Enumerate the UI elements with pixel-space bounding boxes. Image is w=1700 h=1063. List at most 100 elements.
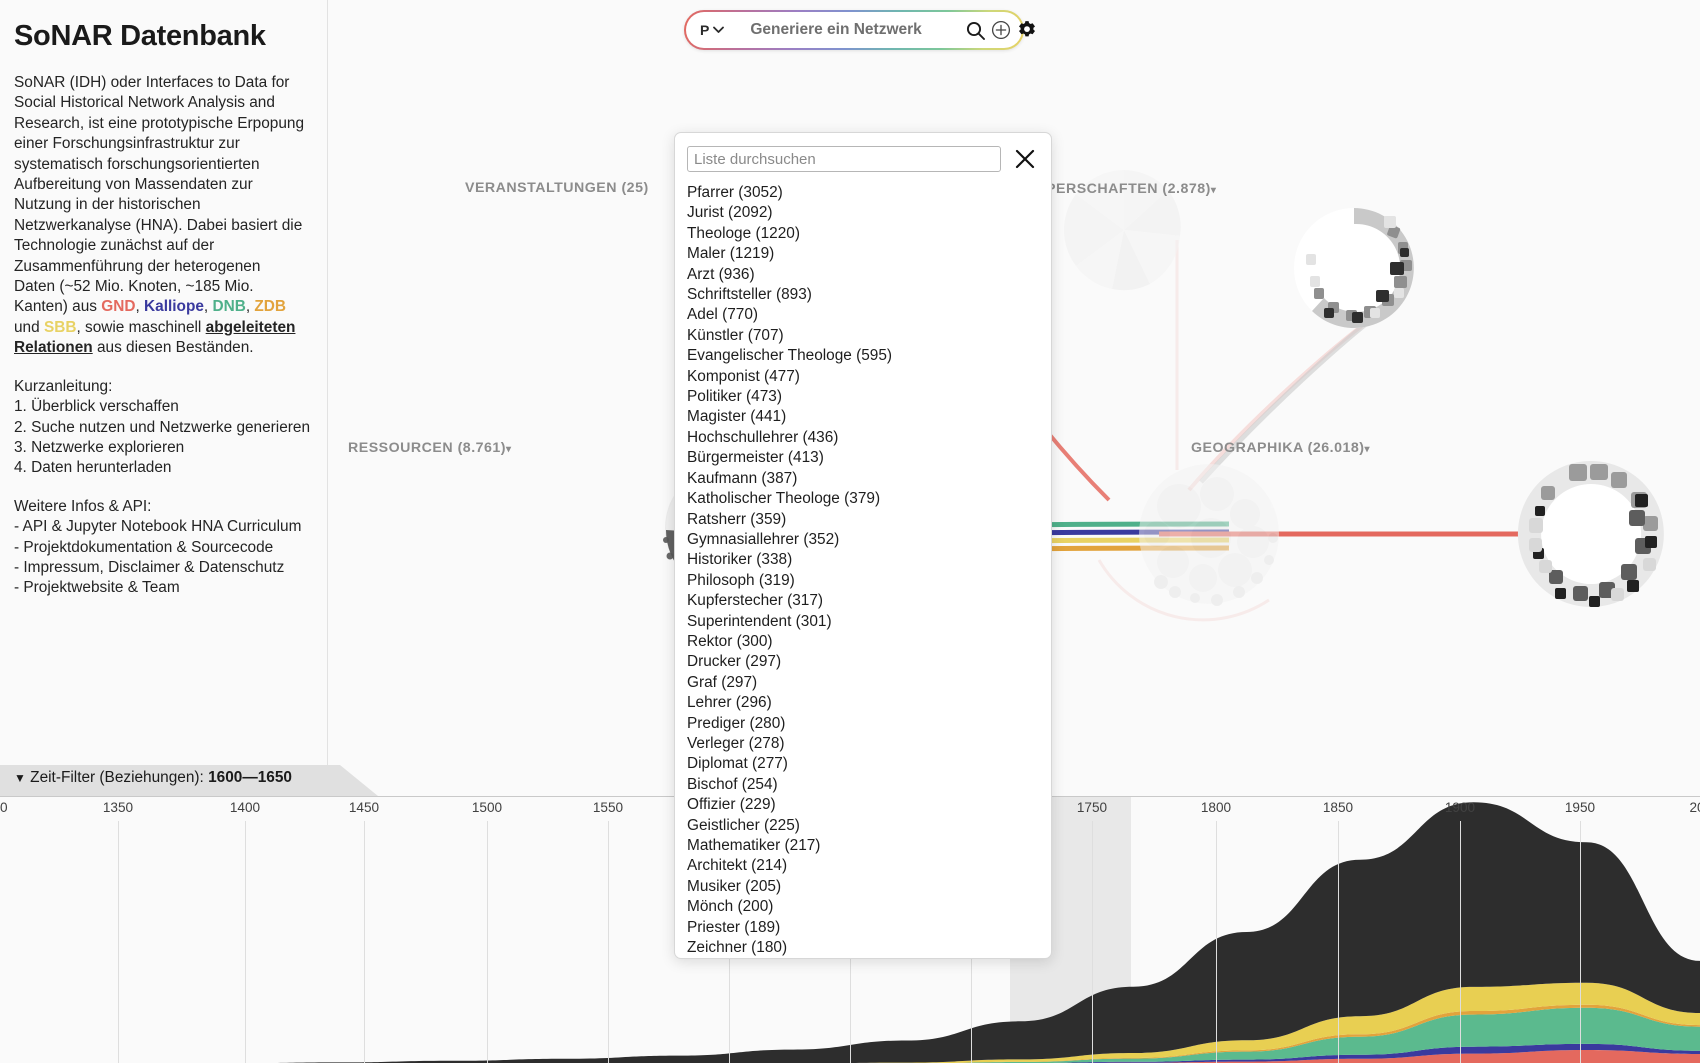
axis-tick-label: 20: [1689, 800, 1700, 815]
list-item[interactable]: Ratsherr (359): [687, 510, 787, 528]
time-filter-banner: [0, 765, 378, 796]
add-circle-icon[interactable]: [991, 18, 1011, 42]
caret-down-icon[interactable]: ▼: [14, 771, 26, 785]
sep-4: und: [14, 318, 44, 336]
list-item[interactable]: Bischof (254): [687, 775, 778, 793]
list-item[interactable]: Prediger (280): [687, 714, 786, 732]
axis-gridline: [1338, 821, 1339, 1063]
list-item[interactable]: Verleger (278): [687, 734, 785, 752]
list-item[interactable]: Rektor (300): [687, 632, 773, 650]
cluster-count: (26.018): [1307, 440, 1365, 456]
list-item[interactable]: Pfarrer (3052): [687, 184, 783, 201]
link-kalliope[interactable]: Kalliope: [144, 298, 204, 316]
list-item[interactable]: Kupferstecher (317): [687, 592, 824, 610]
cluster-name: GEOGRAPHIKA: [1191, 440, 1304, 456]
list-item[interactable]: Kaufmann (387): [687, 469, 798, 487]
list-item[interactable]: Historiker (338): [687, 551, 793, 569]
list-item[interactable]: Maler (1219): [687, 245, 775, 263]
axis-gridline: [487, 821, 488, 1063]
list-item[interactable]: Philosoph (319): [687, 571, 795, 589]
chevron-down-icon[interactable]: ▾: [1210, 185, 1217, 196]
intro-paragraph: SoNAR (IDH) oder Interfaces to Data for …: [14, 73, 305, 359]
list-item[interactable]: Drucker (297): [687, 653, 782, 671]
cluster-label-geographika[interactable]: GEOGRAPHIKA (26.018)▾: [1191, 440, 1370, 456]
link-zdb[interactable]: ZDB: [254, 298, 287, 316]
axis-gridline: [1216, 821, 1217, 1063]
list-item[interactable]: Graf (297): [687, 673, 758, 691]
list-item[interactable]: Bürgermeister (413): [687, 449, 824, 467]
list-item[interactable]: Geistlicher (225): [687, 816, 800, 834]
list-item[interactable]: Offizier (229): [687, 796, 776, 814]
entity-type-select[interactable]: P: [700, 22, 730, 38]
search-icon[interactable]: [966, 18, 986, 42]
list-item[interactable]: Zeichner (180): [687, 939, 788, 957]
list-item[interactable]: Katholischer Theologe (379): [687, 490, 881, 508]
axis-gridline: [118, 821, 119, 1063]
node-koerperschaften[interactable]: [1294, 208, 1414, 328]
link-abgeleitete-relationen[interactable]: abgeleiteten Relationen: [14, 318, 296, 357]
list-item[interactable]: Mathematiker (217): [687, 837, 821, 854]
list-item[interactable]: Komponist (477): [687, 367, 800, 385]
sep-2: ,: [203, 298, 213, 316]
search-input[interactable]: [748, 20, 961, 40]
axis-tick-label: 1950: [1564, 800, 1596, 815]
popup-search-input[interactable]: [687, 146, 1001, 172]
axis-gridline: [364, 821, 365, 1063]
axis-tick-label: 1750: [1076, 800, 1108, 815]
info-link-impressum[interactable]: - Impressum, Disclaimer & Datenschutz: [14, 558, 285, 576]
facet-list-popup[interactable]: Pfarrer (3052) Jurist (2092) Theologe (122…: [674, 132, 1052, 959]
gear-icon[interactable]: [1017, 18, 1037, 42]
popup-item-list[interactable]: Pfarrer (3052) Jurist (2092) Theologe (122…: [675, 179, 1051, 958]
list-item[interactable]: Musiker (205): [687, 877, 782, 895]
close-icon[interactable]: [1009, 143, 1041, 175]
time-filter-label[interactable]: ▼ Zeit-Filter (Beziehungen): 1600—1650: [14, 769, 292, 787]
list-item[interactable]: Jurist (2092): [687, 204, 773, 222]
chevron-down-icon[interactable]: ▾: [1364, 444, 1371, 455]
cluster-name: VERANSTALTUNGEN: [465, 180, 617, 196]
quick-guide-item-1: 1. Überblick verschaffen: [14, 398, 179, 416]
list-item[interactable]: Gymnasiallehrer (352): [687, 530, 840, 548]
link-gnd[interactable]: GND: [101, 298, 136, 316]
list-item[interactable]: Magister (441): [687, 408, 787, 426]
list-item[interactable]: Architekt (214): [687, 857, 788, 875]
link-sbb[interactable]: SBB: [43, 318, 77, 336]
axis-gridline: [1092, 821, 1093, 1063]
list-item[interactable]: Arzt (936): [687, 265, 755, 283]
list-item[interactable]: Theologe (1220): [687, 224, 800, 242]
list-item[interactable]: Künstler (707): [687, 326, 784, 344]
axis-gridline: [1460, 821, 1461, 1063]
sep-1: ,: [135, 298, 145, 316]
axis-gridline: [608, 821, 609, 1063]
cluster-label-veranstaltungen[interactable]: VERANSTALTUNGEN (25): [465, 180, 649, 196]
page-title: SoNAR Datenbank: [14, 20, 266, 52]
axis-tick-label: 1400: [229, 800, 261, 815]
list-item[interactable]: Hochschullehrer (436): [687, 428, 839, 446]
list-item[interactable]: Superintendent (301): [687, 612, 832, 630]
axis-tick-label: 1900: [1444, 800, 1476, 815]
list-item[interactable]: Priester (189): [687, 918, 781, 936]
list-item[interactable]: Diplomat (277): [687, 755, 788, 773]
list-item[interactable]: Mönch (200): [687, 898, 774, 916]
info-link-documentation[interactable]: - Projektdokumentation & Sourcecode: [14, 538, 274, 556]
list-item[interactable]: Lehrer (296): [687, 694, 772, 712]
info-link-api-curriculum[interactable]: - API & Jupyter Notebook HNA Curriculum: [14, 518, 302, 536]
node-geographika[interactable]: [1517, 461, 1664, 607]
node-werke[interactable]: [1064, 170, 1181, 291]
intro-text-part-1: SoNAR (IDH) oder Interfaces to Data for …: [14, 74, 305, 316]
link-dnb[interactable]: DNB: [212, 298, 246, 316]
axis-tick-label: 00: [0, 800, 8, 815]
cluster-label-ressourcen[interactable]: RESSOURCEN (8.761)▾: [348, 440, 512, 456]
chevron-down-icon[interactable]: ▾: [506, 444, 512, 455]
time-filter-text: Zeit-Filter (Beziehungen):: [30, 769, 209, 786]
popup-header: [675, 133, 1051, 179]
time-filter-bar[interactable]: ▼ Zeit-Filter (Beziehungen): 1600—1650: [0, 765, 1700, 796]
cluster-count: (8.761): [457, 440, 507, 456]
list-item[interactable]: Schriftsteller (893): [687, 286, 812, 304]
node-personen[interactable]: [1139, 464, 1279, 606]
list-item[interactable]: Evangelischer Theologe (595): [687, 347, 893, 365]
info-link-project-website[interactable]: - Projektwebsite & Team: [14, 579, 180, 597]
list-item[interactable]: Politiker (473): [687, 388, 782, 406]
cluster-name: RESSOURCEN: [348, 440, 454, 456]
search-bar[interactable]: P: [684, 10, 1036, 50]
list-item[interactable]: Adel (770): [687, 306, 759, 324]
